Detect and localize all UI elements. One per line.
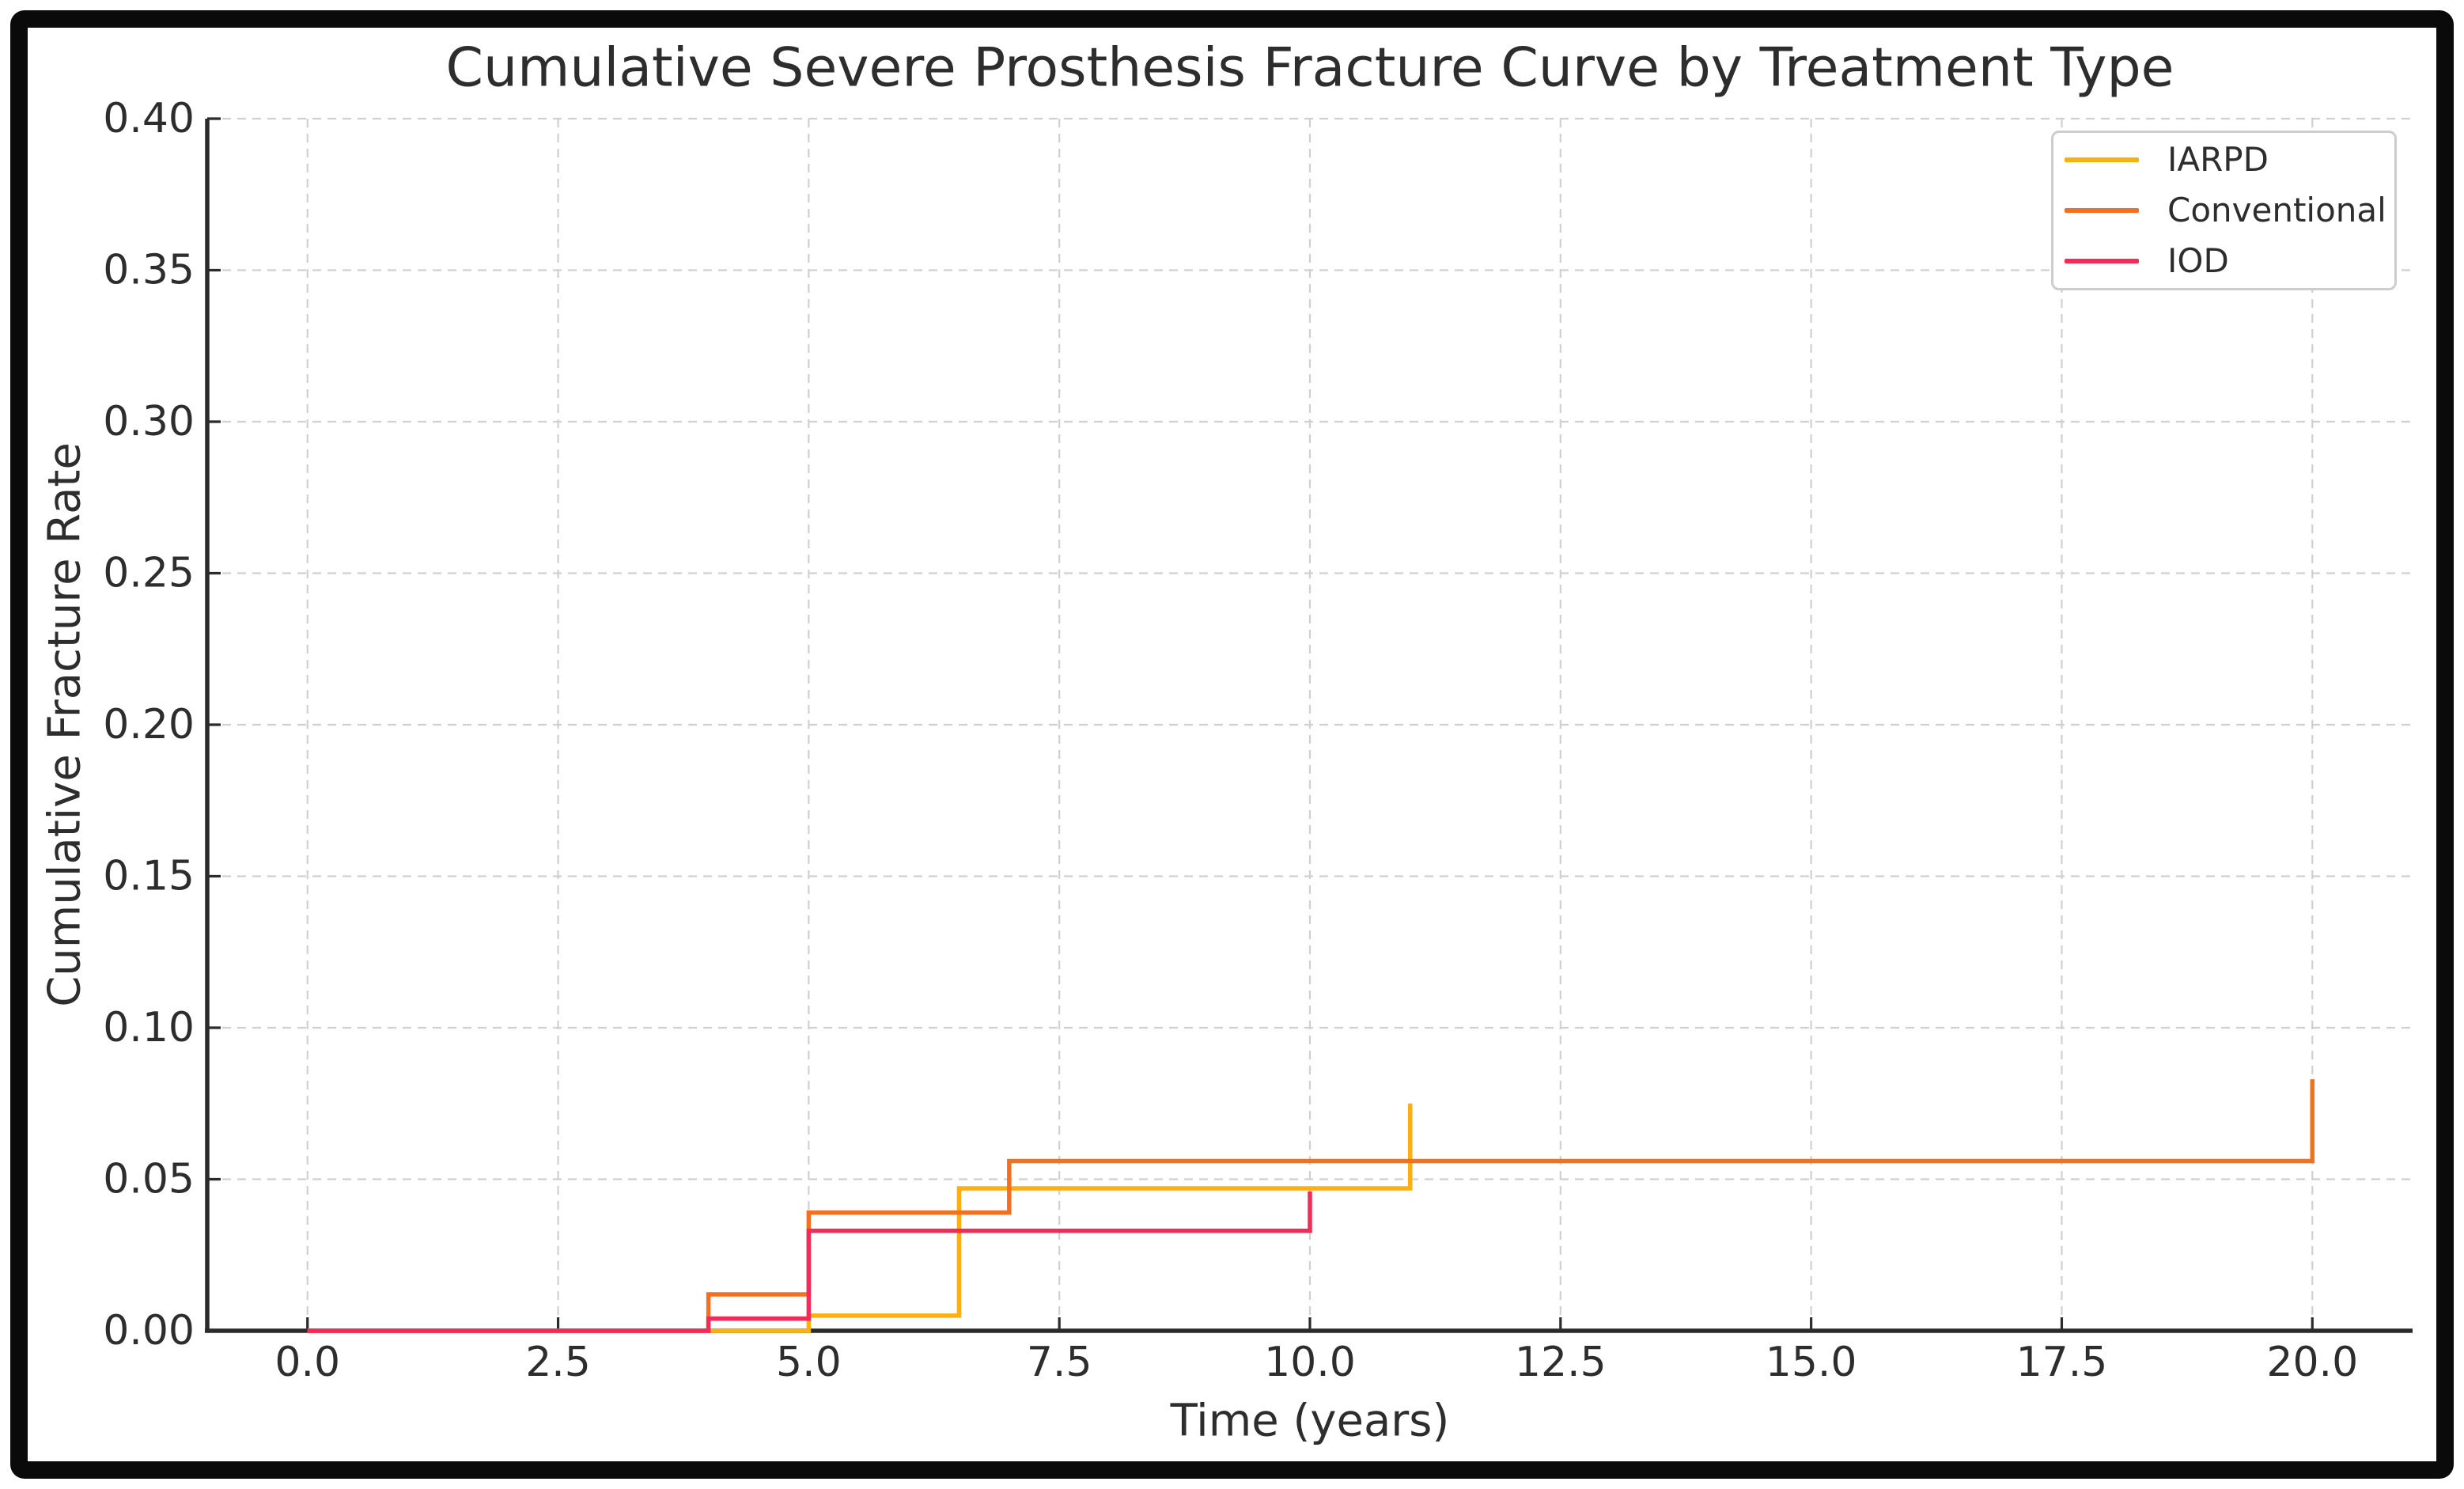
x-tick-label: 2.5 [525, 1339, 591, 1386]
curve-iod [307, 1191, 1312, 1333]
y-tick-label: 0.30 [103, 398, 195, 445]
legend-label-conventional: Conventional [2167, 191, 2386, 229]
legend-item-iarpd: IARPD [2065, 135, 2394, 185]
x-tick-label: 0.0 [274, 1339, 340, 1386]
legend-item-conventional: Conventional [2065, 185, 2394, 236]
conventional-line-swatch [2065, 208, 2139, 213]
iarpd-line-swatch [2065, 157, 2139, 162]
x-tick-label: 15.0 [1766, 1339, 1857, 1386]
x-tick-label: 12.5 [1515, 1339, 1607, 1386]
y-tick-label: 0.10 [103, 1004, 195, 1051]
iod-line-swatch [2065, 259, 2139, 263]
legend-label-iod: IOD [2167, 241, 2229, 280]
x-tick-label: 7.5 [1027, 1339, 1092, 1386]
x-tick-label: 10.0 [1264, 1339, 1356, 1386]
curve-iarpd [307, 1103, 1413, 1333]
y-tick-label: 0.25 [103, 550, 195, 597]
x-tick-label: 5.0 [776, 1339, 842, 1386]
x-tick-label: 17.5 [2016, 1339, 2108, 1386]
legend-label-iarpd: IARPD [2167, 140, 2269, 179]
x-axis-label: Time (years) [1170, 1396, 1450, 1447]
x-tick-label: 20.0 [2266, 1339, 2358, 1386]
legend-box: IARPD Conventional IOD [2051, 131, 2397, 290]
legend-item-iod: IOD [2065, 236, 2394, 286]
y-tick-label: 0.05 [103, 1156, 195, 1203]
y-tick-label: 0.15 [103, 853, 195, 900]
gridlines [207, 117, 2413, 1332]
step-curves [307, 1079, 2315, 1333]
chart-title: Cumulative Severe Prosthesis Fracture Cu… [446, 37, 2174, 100]
y-axis-label: Cumulative Fracture Rate [40, 442, 91, 1007]
y-tick-label: 0.35 [103, 247, 195, 294]
y-tick-label: 0.40 [103, 95, 195, 142]
y-tick-label: 0.00 [103, 1307, 195, 1354]
tick-labels: 0.0 2.5 5.0 7.5 10.0 12.5 15.0 17.5 20.0 0.00 0.05… [103, 95, 2358, 1386]
y-tick-label: 0.20 [103, 701, 195, 748]
